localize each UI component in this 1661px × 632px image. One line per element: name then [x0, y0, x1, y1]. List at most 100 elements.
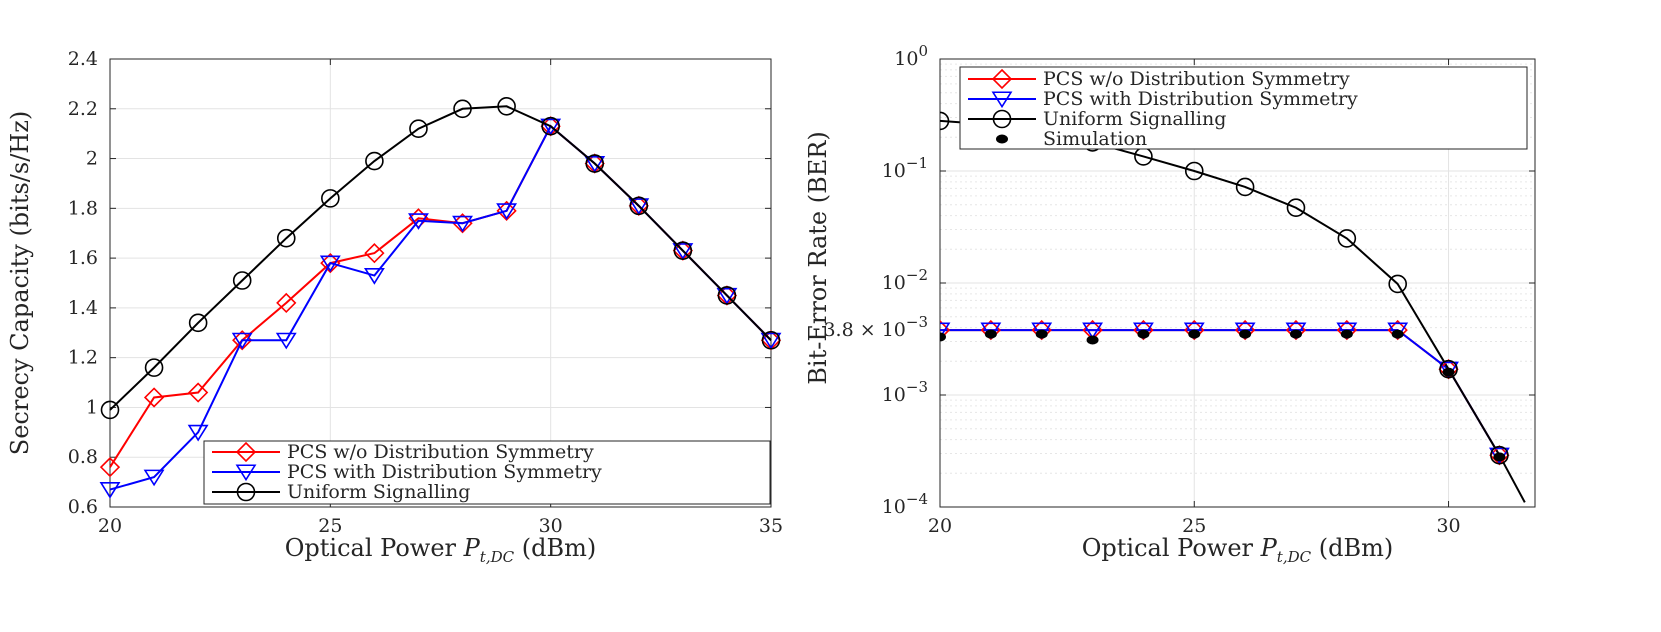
y-tick-label: 0.6 [68, 496, 98, 518]
x-tick-label: 25 [318, 515, 342, 537]
series-markers-2 [100, 96, 781, 420]
data-point [276, 292, 297, 314]
data-point [231, 332, 253, 350]
x-axis-subscript: t,DC [1277, 548, 1312, 566]
data-point [275, 332, 297, 350]
data-point [1137, 329, 1150, 339]
data-point [99, 482, 121, 499]
data-point [1286, 198, 1306, 218]
y-tick-label: 2.2 [68, 98, 98, 120]
data-point [1442, 367, 1455, 377]
legend-entry: Uniform Signalling [1043, 108, 1226, 130]
data-point [541, 116, 560, 136]
data-point [1388, 274, 1407, 294]
y-tick-exponent: −1 [906, 154, 928, 172]
y-tick-label: 10−3 [882, 378, 928, 406]
data-point [1387, 322, 1409, 340]
y-tick-label: 1.4 [68, 297, 98, 319]
data-point [321, 189, 340, 208]
y-tick-base: 10 [894, 48, 918, 70]
data-point [1031, 322, 1053, 340]
data-point [1235, 177, 1255, 197]
data-point [717, 286, 737, 305]
data-point [452, 215, 473, 233]
data-point [585, 154, 605, 173]
y-tick-label: 2 [86, 148, 98, 170]
y-tick-label: 1 [86, 396, 98, 418]
data-point [1439, 359, 1458, 379]
legend-marker [992, 109, 1012, 129]
legend-marker [236, 482, 256, 502]
extra-y-tick-label: 3.8 × 10−3 [823, 313, 928, 341]
y-tick-label: 1.2 [68, 347, 98, 369]
data-point [144, 358, 164, 377]
y-tick-base: 10 [882, 160, 906, 182]
data-point [364, 243, 385, 264]
y-tick-label: 100 [894, 42, 928, 70]
data-point [143, 469, 165, 487]
x-axis-unit: (dBm) [1311, 534, 1393, 562]
series-markers-1 [99, 118, 782, 499]
legend-marker [996, 134, 1008, 144]
x-tick-label: 30 [1436, 515, 1460, 537]
data-point [453, 99, 472, 119]
legend-entry: PCS w/o Distribution Symmetry [287, 441, 594, 463]
data-point [940, 332, 946, 342]
x-axis-label-text: Optical Power [285, 534, 464, 562]
data-point [188, 313, 208, 333]
data-point [1132, 322, 1154, 340]
data-point [1086, 335, 1099, 345]
data-point [408, 213, 429, 230]
data-point [1285, 322, 1307, 340]
y-tick-label: 1.8 [68, 197, 98, 219]
series-line-0 [940, 329, 1501, 456]
y-tick-label: 10−1 [882, 154, 928, 182]
data-point [1490, 445, 1509, 465]
y-tick-exponent: 0 [918, 42, 928, 60]
x-tick-label: 30 [539, 515, 563, 537]
data-point [984, 329, 997, 339]
legend-marker [991, 68, 1013, 90]
data-point [496, 203, 518, 220]
y-tick-label: 10−2 [882, 266, 928, 294]
data-point [409, 119, 428, 138]
data-point [716, 287, 738, 305]
data-point [1337, 229, 1357, 248]
data-point [1391, 329, 1404, 339]
extra-y-tick-exponent: −3 [906, 313, 928, 331]
y-tick-label: 1.6 [68, 247, 98, 269]
y-axis-label: Bit-Error Rate (BER) [804, 131, 832, 384]
data-point [232, 271, 252, 290]
y-tick-base: 10 [882, 384, 906, 406]
legend-marker [991, 91, 1013, 109]
x-tick-label: 20 [928, 515, 952, 537]
secrecy-capacity-chart: 20 25 30 35 0.6 0.8 1 1.2 1.4 1.6 1.8 2 2.2 2.4 Optica… [6, 48, 783, 566]
y-tick-exponent: −3 [906, 378, 928, 396]
x-tick-label: 20 [98, 515, 122, 537]
data-point [1082, 322, 1104, 340]
data-point [363, 267, 385, 285]
data-point [672, 243, 694, 260]
data-point [1340, 329, 1353, 339]
data-point [629, 196, 649, 216]
legend-entry: Uniform Signalling [287, 481, 470, 503]
y-tick-label: 0.8 [68, 446, 98, 468]
legend-box [203, 440, 771, 505]
y-tick-base: 10 [882, 272, 906, 294]
x-axis-subscript: t,DC [480, 548, 515, 566]
data-point [100, 400, 120, 420]
x-axis-label-text: Optical Power [1082, 534, 1261, 562]
data-point [1234, 322, 1256, 340]
legend-marker [235, 464, 257, 482]
x-axis-symbol: P [463, 534, 481, 562]
data-point [940, 111, 950, 131]
data-point [980, 322, 1002, 340]
data-point [319, 255, 341, 273]
x-axis-label: Optical Power Pt,DC (dBm) [285, 534, 596, 566]
x-tick-label: 25 [1182, 515, 1206, 537]
y-tick-label: 2.4 [68, 48, 98, 70]
